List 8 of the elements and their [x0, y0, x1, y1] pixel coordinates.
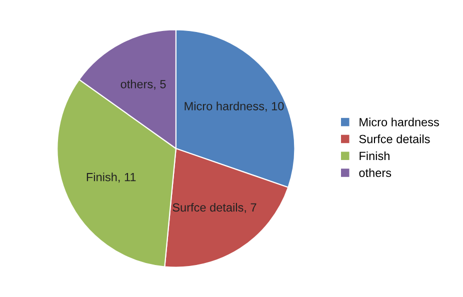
data-label: others, 5 — [120, 80, 166, 90]
data-label: Surfce details, 7 — [172, 202, 256, 214]
data-label: Micro hardness, 10 — [184, 102, 284, 112]
legend-label: Finish — [360, 151, 390, 160]
legend-label: Micro hardness — [360, 118, 439, 126]
legend-label: Surfce details — [359, 134, 430, 144]
data-label: Finish, 11 — [86, 172, 136, 183]
legend-label: others — [359, 168, 392, 178]
